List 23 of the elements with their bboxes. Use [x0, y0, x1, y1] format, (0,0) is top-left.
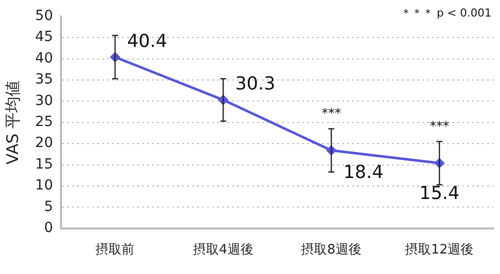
y-tick-label: 30: [35, 92, 54, 109]
y-axis-title: VAS 平均値: [2, 80, 22, 164]
x-tick-label: 摂取12週後: [405, 242, 474, 258]
y-tick-label: 0: [44, 220, 54, 236]
y-tick-label: 25: [35, 114, 54, 130]
y-tick-label: 40: [35, 50, 54, 66]
x-tick-label: 摂取4週後: [193, 242, 254, 258]
y-tick-label: 10: [35, 178, 54, 194]
y-tick-label: 50: [35, 8, 54, 24]
y-tick-label: 5: [44, 198, 54, 215]
y-tick-label: 45: [35, 29, 54, 46]
annotation: ***: [430, 119, 450, 134]
data-label: 30.3: [235, 74, 276, 95]
y-tick-label: 15: [35, 156, 54, 172]
x-tick-label: 摂取前: [96, 242, 135, 258]
annotation: ***: [322, 106, 342, 122]
data-label: 40.4: [127, 30, 168, 52]
x-tick-label: 摂取8週後: [301, 242, 362, 258]
data-label: 18.4: [343, 162, 384, 184]
annotation: ＊＊＊ p < 0.001: [400, 6, 492, 20]
data-label: 15.4: [419, 182, 460, 204]
y-tick-label: 20: [35, 135, 54, 152]
y-tick-label: 35: [35, 72, 54, 88]
